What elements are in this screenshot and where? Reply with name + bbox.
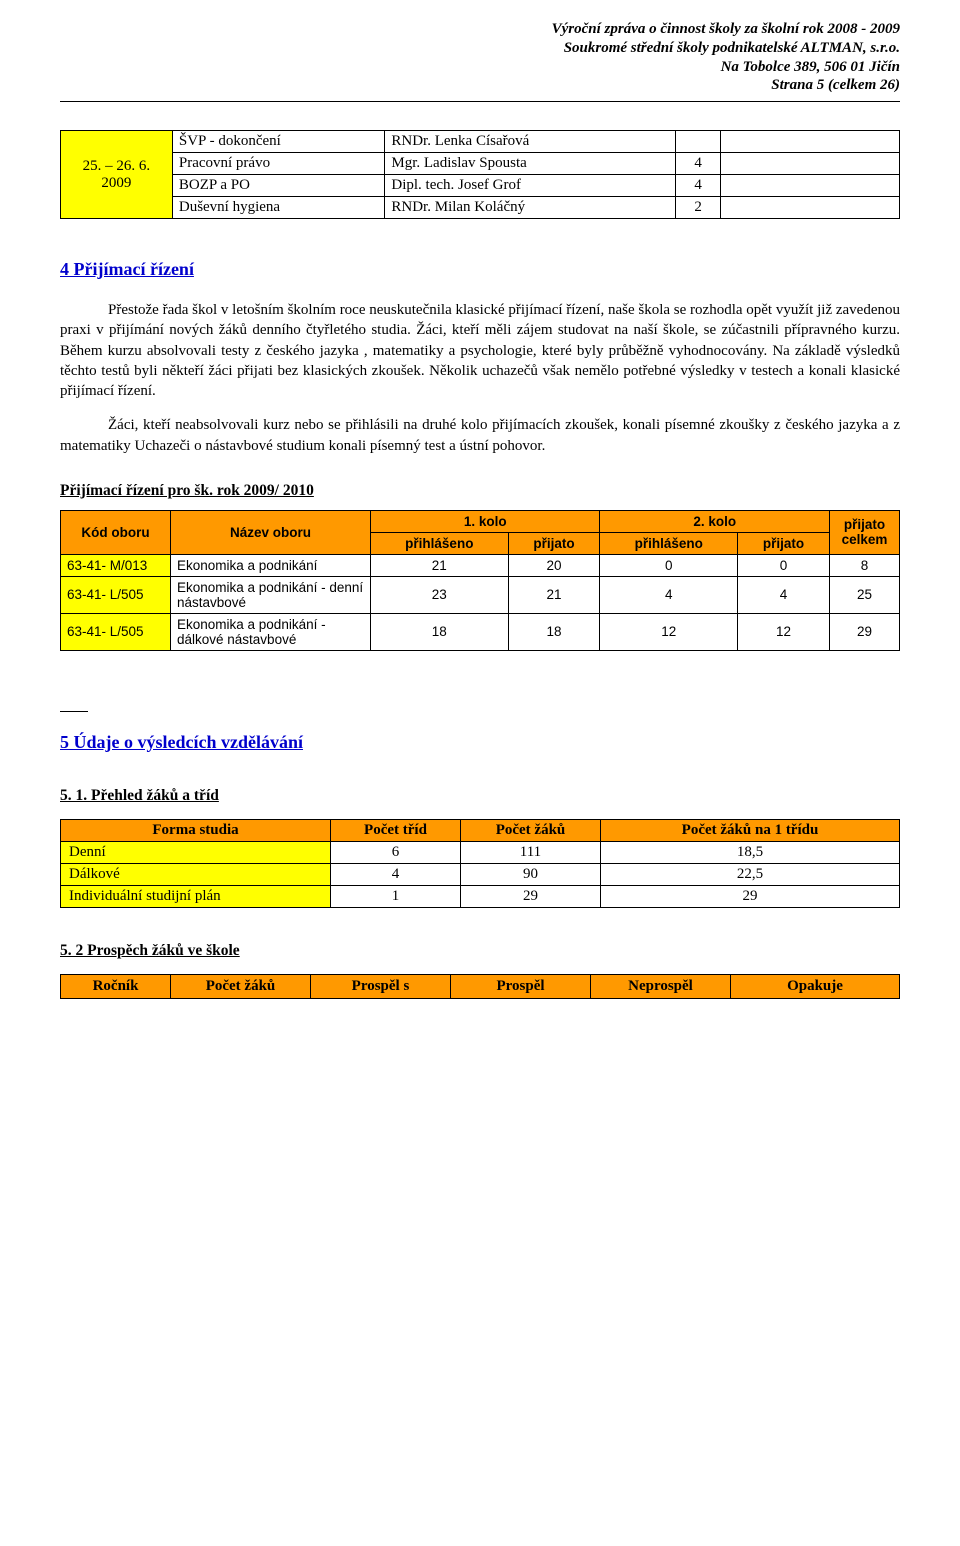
col-prospel-s: Prospěl s (311, 974, 451, 998)
nazev-cell: Ekonomika a podnikání (171, 554, 371, 576)
empty-cell (720, 153, 899, 175)
teacher-cell: RNDr. Lenka Císařová (385, 131, 676, 153)
table-row: 63-41- L/505 Ekonomika a podnikání - dál… (61, 613, 900, 650)
subject-cell: Duševní hygiena (172, 197, 385, 219)
col-neprospel: Neprospěl (591, 974, 731, 998)
col-na1: Počet žáků na 1 třídu (601, 819, 900, 841)
section-5-1-heading: 5. 1. Přehled žáků a tříd (60, 787, 900, 805)
na1-cell: 29 (601, 885, 900, 907)
table-row: Denní 6 111 18,5 (61, 841, 900, 863)
teacher-cell: Mgr. Ladislav Spousta (385, 153, 676, 175)
col-k2-prijato: přijato (738, 532, 830, 554)
date-line-1: 25. – 26. 6. (67, 158, 166, 175)
col-k1-prijato: přijato (508, 532, 600, 554)
section-5-2-heading: 5. 2 Prospěch žáků ve škole (60, 942, 900, 960)
zaku-cell: 90 (461, 863, 601, 885)
col-k1-prihlaseno: přihlášeno (371, 532, 509, 554)
forma-cell: Dálkové (61, 863, 331, 885)
col-trid: Počet tříd (331, 819, 461, 841)
section-4-title: 4 Přijímací řízení (60, 259, 900, 280)
subject-cell: BOZP a PO (172, 175, 385, 197)
subject-cell: ŠVP - dokončení (172, 131, 385, 153)
empty-cell (720, 197, 899, 219)
k2p-cell: 12 (600, 613, 738, 650)
col-k2-prihlaseno: přihlášeno (600, 532, 738, 554)
kod-cell: 63-41- L/505 (61, 576, 171, 613)
num-cell: 4 (676, 175, 721, 197)
num-cell (676, 131, 721, 153)
kod-cell: 63-41- L/505 (61, 613, 171, 650)
empty-cell (720, 175, 899, 197)
trid-cell: 1 (331, 885, 461, 907)
table-row: Dálkové 4 90 22,5 (61, 863, 900, 885)
nazev-cell: Ekonomika a podnikání - denní nástavbové (171, 576, 371, 613)
tot-cell: 29 (830, 613, 900, 650)
col-prijato-celkem: přijato celkem (830, 510, 900, 554)
k2p-cell: 0 (600, 554, 738, 576)
forma-cell: Denní (61, 841, 331, 863)
table-row: Individuální studijní plán 1 29 29 (61, 885, 900, 907)
k1a-cell: 20 (508, 554, 600, 576)
col-kolo2: 2. kolo (600, 510, 830, 532)
teacher-cell: RNDr. Milan Koláčný (385, 197, 676, 219)
kod-cell: 63-41- M/013 (61, 554, 171, 576)
col-rocnik: Ročník (61, 974, 171, 998)
header-line-4: Strana 5 (celkem 26) (60, 76, 900, 95)
trid-cell: 4 (331, 863, 461, 885)
header-line-2: Soukromé střední školy podnikatelské ALT… (60, 39, 900, 58)
admissions-heading: Přijímací řízení pro šk. rok 2009/ 2010 (60, 482, 900, 500)
tot-cell: 8 (830, 554, 900, 576)
col-kod: Kód oboru (61, 510, 171, 554)
col-zaku: Počet žáků (461, 819, 601, 841)
table-row: 63-41- L/505 Ekonomika a podnikání - den… (61, 576, 900, 613)
col-nazev: Název oboru (171, 510, 371, 554)
na1-cell: 18,5 (601, 841, 900, 863)
header-line-3: Na Tobolce 389, 506 01 Jičín (60, 58, 900, 77)
class-overview-table: Forma studia Počet tříd Počet žáků Počet… (60, 819, 900, 908)
teacher-cell: Dipl. tech. Josef Grof (385, 175, 676, 197)
section-4-paragraph-1: Přestože řada škol v letošním školním ro… (60, 300, 900, 401)
empty-cell (720, 131, 899, 153)
k2p-cell: 4 (600, 576, 738, 613)
trid-cell: 6 (331, 841, 461, 863)
header-separator (60, 101, 900, 102)
date-cell: 25. – 26. 6. 2009 (61, 131, 173, 219)
admissions-table: Kód oboru Název oboru 1. kolo 2. kolo př… (60, 510, 900, 651)
k2a-cell: 4 (738, 576, 830, 613)
col-pocet: Počet žáků (171, 974, 311, 998)
col-forma: Forma studia (61, 819, 331, 841)
col-kolo1: 1. kolo (371, 510, 600, 532)
num-cell: 4 (676, 153, 721, 175)
left-tick-mark (60, 711, 88, 712)
k1p-cell: 18 (371, 613, 509, 650)
k2a-cell: 0 (738, 554, 830, 576)
subject-cell: Pracovní právo (172, 153, 385, 175)
tot-cell: 25 (830, 576, 900, 613)
k1a-cell: 21 (508, 576, 600, 613)
na1-cell: 22,5 (601, 863, 900, 885)
zaku-cell: 111 (461, 841, 601, 863)
k1a-cell: 18 (508, 613, 600, 650)
col-opakuje: Opakuje (731, 974, 900, 998)
num-cell: 2 (676, 197, 721, 219)
date-line-2: 2009 (67, 175, 166, 192)
forma-cell: Individuální studijní plán (61, 885, 331, 907)
section-4-paragraph-2: Žáci, kteří neabsolvovali kurz nebo se p… (60, 415, 900, 456)
nazev-cell: Ekonomika a podnikání - dálkové nástavbo… (171, 613, 371, 650)
k1p-cell: 21 (371, 554, 509, 576)
grades-table-header: Ročník Počet žáků Prospěl s Prospěl Nepr… (60, 974, 900, 999)
col-prospel: Prospěl (451, 974, 591, 998)
page-header: Výroční zpráva o činnost školy za školní… (60, 20, 900, 95)
section-5-title: 5 Údaje o výsledcích vzdělávání (60, 732, 900, 753)
k1p-cell: 23 (371, 576, 509, 613)
schedule-table: 25. – 26. 6. 2009 ŠVP - dokončení RNDr. … (60, 130, 900, 219)
header-line-1: Výroční zpráva o činnost školy za školní… (60, 20, 900, 39)
k2a-cell: 12 (738, 613, 830, 650)
zaku-cell: 29 (461, 885, 601, 907)
table-row: 63-41- M/013 Ekonomika a podnikání 21 20… (61, 554, 900, 576)
